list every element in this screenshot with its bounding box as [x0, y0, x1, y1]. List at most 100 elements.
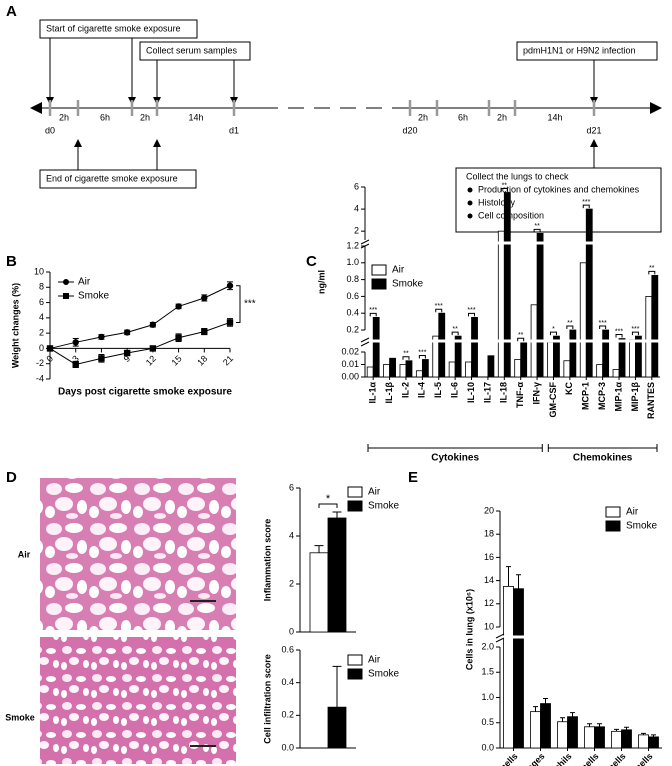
significance-bracket: [451, 331, 459, 336]
significance: **: [518, 332, 524, 339]
bar: [596, 364, 604, 378]
panel-letter: C: [306, 253, 317, 270]
bar: [648, 736, 659, 749]
x-tick-label: IL-4: [417, 382, 427, 398]
significance-bracket: [369, 312, 377, 317]
box-label: pdmH1N1 or H9N2 infection: [523, 45, 636, 55]
significance-bracket: [468, 312, 476, 317]
significance-bracket: [418, 355, 426, 359]
bullet: [467, 213, 473, 219]
interval: 6h: [100, 112, 110, 122]
error-bar: [641, 732, 646, 735]
y-axis-label: Inflammation score: [262, 519, 272, 602]
bar: [366, 366, 374, 378]
y-tick-label: 8: [39, 282, 44, 292]
significance: ***: [631, 326, 639, 333]
bar: [553, 335, 560, 378]
point: [226, 282, 234, 289]
legend-swatch: [371, 278, 387, 290]
bar: [530, 711, 541, 749]
error-bar: [506, 566, 511, 587]
interval: 6h: [458, 112, 468, 122]
significance-bracket: [236, 285, 241, 323]
bar: [327, 706, 347, 749]
y-tick-label: 16: [484, 552, 494, 562]
y-tick-label: 10: [34, 266, 44, 276]
bar: [569, 329, 577, 378]
axis-break-mark: [360, 337, 370, 347]
y-tick-label: 0.8: [346, 274, 359, 284]
y-tick-label: 0.2: [346, 324, 359, 334]
legend-marker: [63, 279, 69, 285]
error-bar: [651, 734, 656, 737]
significance: ***: [599, 320, 607, 327]
y-tick-label: 0.4: [346, 308, 359, 318]
bar: [567, 716, 578, 749]
point: [46, 345, 54, 352]
significance-bracket: [435, 308, 443, 313]
bar: [579, 262, 587, 378]
bar: [497, 230, 505, 378]
y-tick-label: 10: [484, 621, 494, 631]
y-tick-label: 0: [39, 343, 44, 353]
bar: [399, 364, 407, 378]
bar: [602, 329, 610, 378]
legend-swatch: [347, 500, 363, 512]
interval: 2h: [418, 112, 428, 122]
box-label: End of cigarette smoke exposure: [46, 173, 178, 183]
bar: [309, 552, 329, 633]
point: [123, 349, 131, 357]
bar: [421, 359, 429, 378]
box: [39, 169, 197, 189]
x-tick-label: IL-5: [433, 382, 443, 398]
significance: **: [403, 351, 409, 358]
timeline: Start of cigarette smoke exposure Collec…: [30, 19, 662, 233]
y-tick-label: 4: [39, 312, 44, 322]
significance-bracket: [402, 356, 410, 360]
bar: [405, 360, 413, 378]
y-tick-label: -2: [36, 358, 44, 368]
axis-break-mark: [360, 239, 370, 249]
bar: [594, 726, 605, 749]
x-tick-label: Total cells: [482, 751, 520, 766]
error-bar: [587, 723, 592, 727]
box-label: Start of cigarette smoke exposure: [46, 23, 181, 33]
error-bar: [597, 723, 602, 727]
bar: [513, 588, 524, 749]
y-tick-label: 0: [289, 626, 294, 636]
x-tick-label: 18: [195, 353, 209, 367]
x-tick-label: 9: [122, 353, 133, 364]
y-tick-label: 6: [354, 181, 359, 191]
bar: [540, 703, 551, 749]
bar: [487, 355, 495, 378]
axis-break-mark: [495, 633, 505, 643]
significance: ***: [435, 303, 443, 310]
x-tick-label: 0: [44, 353, 55, 364]
box-item: Production of cytokines and chemokines: [478, 184, 640, 194]
legend-label: Smoke: [392, 279, 424, 290]
y-tick-label: 0.0: [481, 742, 494, 752]
x-tick-label: KC: [564, 382, 574, 395]
histology-image: [40, 637, 236, 764]
group-bracket: [547, 444, 658, 452]
legend-label: Smoke: [626, 521, 658, 532]
axis-break: [366, 339, 661, 343]
day-label: d1: [229, 125, 239, 135]
x-tick-label: IL-2: [400, 382, 410, 398]
bar: [471, 316, 478, 378]
legend-label: Air: [368, 655, 381, 666]
error-bar: [624, 726, 629, 730]
legend-label: Air: [78, 277, 91, 288]
legend-label: Air: [626, 507, 639, 518]
x-tick-label: MCP-3: [597, 382, 607, 410]
point: [98, 355, 105, 362]
y-axis-label: ng/ml: [316, 270, 326, 294]
bar: [612, 369, 620, 378]
panel-letter: B: [6, 253, 17, 270]
group-bracket: [367, 444, 543, 452]
x-tick-label: GM-CSF: [548, 382, 558, 418]
significance: ***: [467, 307, 475, 314]
significance-bracket: [318, 503, 338, 508]
axis-break: [366, 241, 661, 245]
